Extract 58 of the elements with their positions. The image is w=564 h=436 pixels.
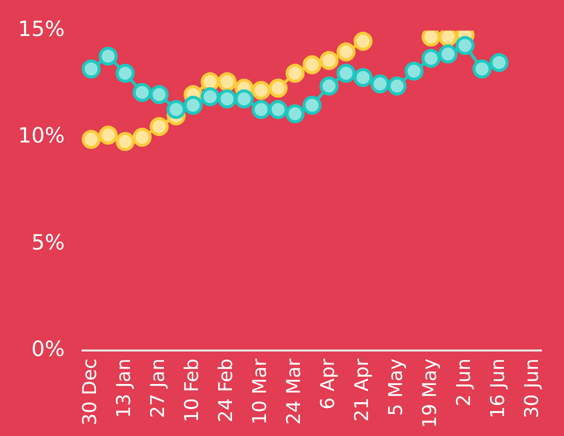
point xyxy=(472,59,492,78)
y-tick-label: 5% xyxy=(31,230,65,254)
point xyxy=(150,85,169,104)
x-tick-label: 5 May xyxy=(384,358,407,416)
point xyxy=(268,100,288,120)
point xyxy=(388,76,407,96)
point xyxy=(302,55,322,74)
point xyxy=(286,64,305,83)
point xyxy=(218,72,237,92)
point xyxy=(218,89,237,108)
x-tick-label: 19 May xyxy=(418,358,441,428)
x-tick-label: 24 Feb xyxy=(215,358,238,422)
point xyxy=(286,104,305,124)
x-tick-label: 13 Jan xyxy=(113,358,136,418)
x-tick-label: 16 Jun xyxy=(486,358,509,418)
point xyxy=(404,62,424,81)
point xyxy=(98,126,118,145)
point xyxy=(200,87,220,106)
point xyxy=(82,59,101,78)
point xyxy=(132,128,152,147)
point xyxy=(490,53,509,72)
y-tick-label: 0% xyxy=(31,336,65,361)
x-tick-label: 27 Jan xyxy=(147,358,170,418)
point xyxy=(370,74,390,94)
point xyxy=(252,80,271,100)
point xyxy=(132,82,152,102)
x-tick-label: 30 Jun xyxy=(520,358,543,418)
point xyxy=(320,76,339,96)
point xyxy=(116,132,135,151)
point xyxy=(438,30,458,46)
point xyxy=(82,130,101,149)
point xyxy=(456,36,475,56)
point xyxy=(438,44,458,64)
x-tick-label: 6 Apr xyxy=(317,358,340,410)
point xyxy=(422,30,441,46)
point xyxy=(336,64,356,83)
point xyxy=(320,50,339,70)
x-tick-label: 10 Mar xyxy=(249,358,272,425)
point xyxy=(354,68,373,88)
point xyxy=(354,32,373,51)
y-tick-label: 10% xyxy=(18,124,65,148)
x-tick-label: 21 Apr xyxy=(351,358,373,422)
point xyxy=(252,100,271,120)
point xyxy=(422,48,441,68)
point xyxy=(150,117,169,136)
x-tick-label: 24 Mar xyxy=(283,358,306,425)
point xyxy=(184,96,203,115)
x-tick-label: 2 Jun xyxy=(452,358,475,406)
point xyxy=(302,96,322,115)
point xyxy=(234,89,254,108)
y-tick-label: 15% xyxy=(18,17,65,42)
point xyxy=(336,42,356,62)
x-tick-label: 10 Feb xyxy=(181,358,204,422)
point xyxy=(116,64,135,83)
point xyxy=(98,46,118,66)
point xyxy=(166,100,186,120)
point xyxy=(268,78,288,98)
x-tick-label: 30 Dec xyxy=(79,358,102,426)
